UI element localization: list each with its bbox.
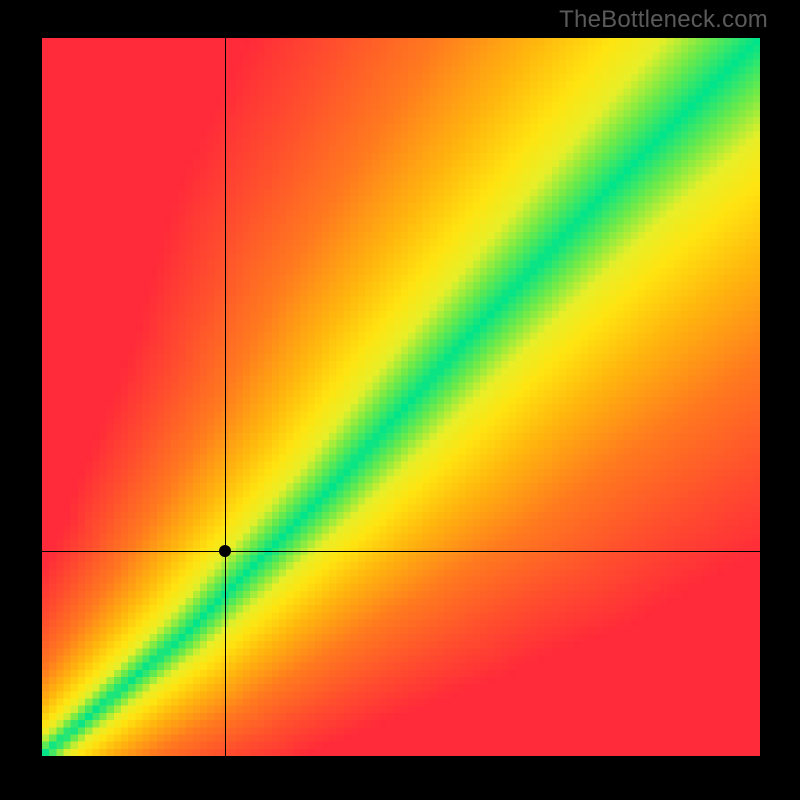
bottleneck-heatmap — [42, 38, 760, 756]
chart-container: TheBottleneck.com — [0, 0, 800, 800]
crosshair-horizontal-line — [42, 551, 760, 552]
crosshair-vertical-line — [225, 38, 226, 756]
watermark-text: TheBottleneck.com — [559, 6, 768, 34]
